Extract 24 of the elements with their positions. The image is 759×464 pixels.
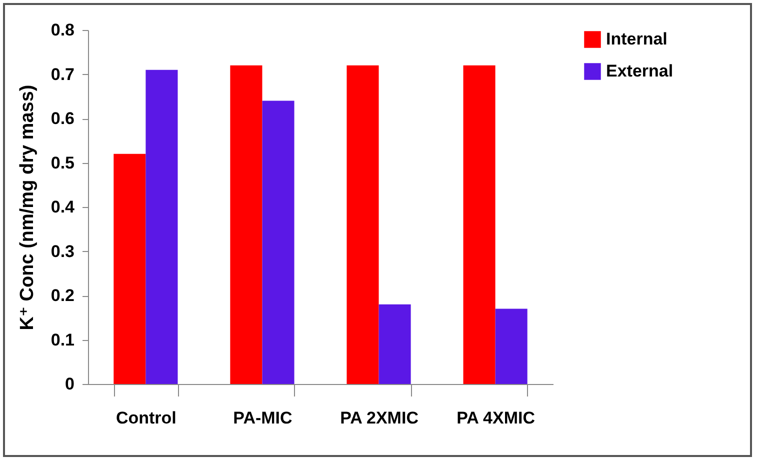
x-tick-label: PA 2XMIC <box>340 408 418 428</box>
y-tick-label: 0.3 <box>50 242 74 261</box>
y-tick-label: 0.5 <box>50 153 74 172</box>
y-tick-label: 0.4 <box>50 198 76 216</box>
y-tick-label: 0.7 <box>50 64 74 84</box>
bar <box>230 65 262 384</box>
x-tick-label: Control <box>116 408 176 428</box>
bar <box>114 154 146 384</box>
y-tick-label: 0 <box>65 374 74 394</box>
y-axis-title: K⁺ Conc (nm/mg dry mass) <box>16 84 38 330</box>
legend-label: Internal <box>606 30 668 48</box>
y-tick-label: 0.1 <box>50 330 74 350</box>
y-tick-label: 0.8 <box>50 20 74 40</box>
bar <box>463 65 496 384</box>
y-tick-label: 0.6 <box>50 109 74 128</box>
bar <box>346 65 379 384</box>
x-tick-label: PA 4XMIC <box>456 408 536 428</box>
bar <box>146 70 178 384</box>
legend-label: External <box>606 62 674 80</box>
bar <box>262 100 294 384</box>
x-tick-label: PA-MIC <box>233 408 292 428</box>
bar <box>378 304 411 384</box>
bar <box>495 308 528 384</box>
y-tick-label: 0.2 <box>50 286 74 305</box>
